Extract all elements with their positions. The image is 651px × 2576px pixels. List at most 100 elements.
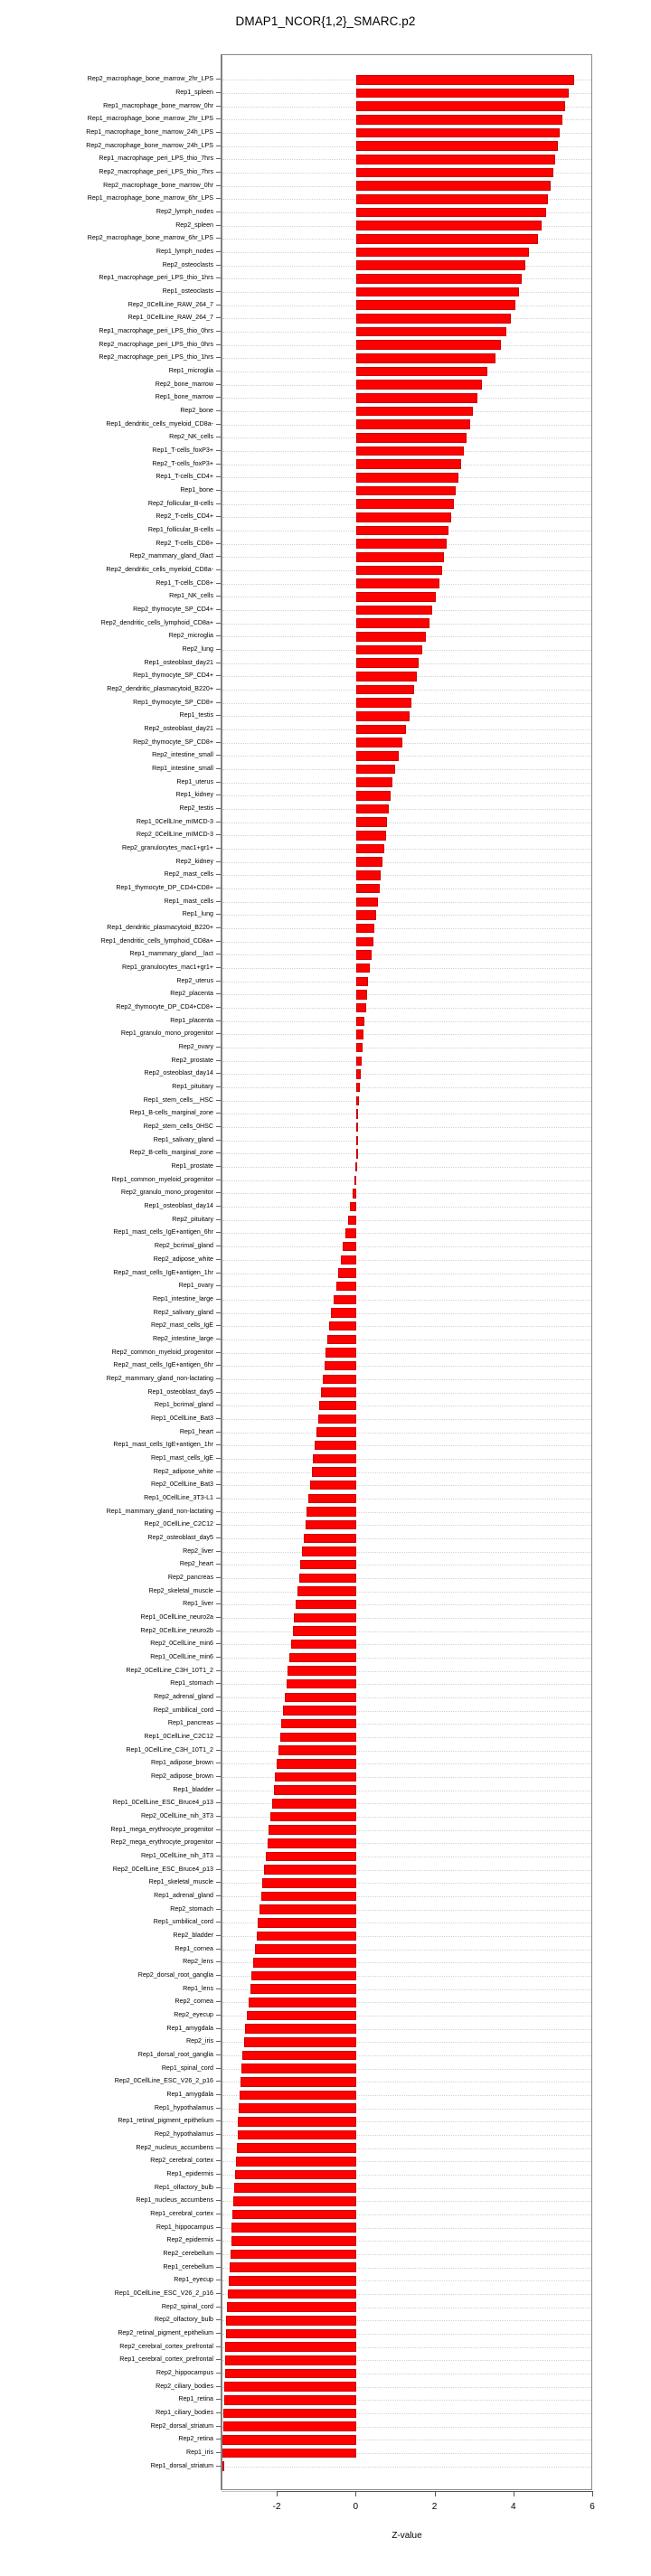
gridline xyxy=(222,1909,591,1911)
y-axis-label: Rep1_cerebral_cortex_prefrontal xyxy=(119,2355,213,2364)
bar xyxy=(247,2010,357,2021)
bar xyxy=(356,1109,359,1119)
y-axis-label: Rep1_adrenal_gland xyxy=(154,1891,213,1899)
y-axis-tick xyxy=(216,1789,221,1791)
bar xyxy=(356,499,454,509)
bar xyxy=(327,1334,357,1345)
bar xyxy=(302,1547,357,1556)
bar xyxy=(356,711,410,721)
y-axis-label: Rep2_osteoblast_day14 xyxy=(144,1069,213,1077)
y-axis-label: Rep2_0CellLine_min6 xyxy=(150,1640,213,1648)
y-axis-label: Rep1_thymocyte_SP_CD8+ xyxy=(133,698,213,706)
bar xyxy=(308,1493,357,1504)
y-axis-tick xyxy=(216,2240,221,2242)
y-axis-tick xyxy=(216,1099,221,1101)
y-axis-label: Rep1_macrophage_peri_LPS_thio_7hrs xyxy=(99,155,213,163)
y-axis-label: Rep1_kidney xyxy=(175,791,213,799)
bar xyxy=(241,2076,357,2087)
bar xyxy=(321,1387,357,1397)
bar xyxy=(356,406,474,417)
y-axis-label: Rep2_eyecup xyxy=(174,2010,213,2018)
bar xyxy=(245,2024,357,2034)
bar xyxy=(267,1838,357,1848)
y-axis-tick xyxy=(216,1815,221,1817)
y-axis-tick xyxy=(216,1735,221,1737)
y-axis-label: Rep2_epidermis xyxy=(166,2236,213,2244)
y-axis-tick xyxy=(216,2200,221,2202)
y-axis-label: Rep2_pituitary xyxy=(172,1215,213,1223)
y-axis-tick xyxy=(216,450,221,452)
y-axis-label: Rep1_NK_cells xyxy=(169,592,213,600)
y-axis-label: Rep2_cerebral_cortex_prefrontal xyxy=(119,2342,213,2350)
bar xyxy=(356,990,368,1000)
y-axis-label: Rep1_osteoblast_day5 xyxy=(147,1387,213,1396)
bar xyxy=(235,2157,357,2167)
y-axis-label: Rep2_ovary xyxy=(178,1043,213,1051)
x-axis-tick-label: 6 xyxy=(590,2502,595,2512)
y-axis-tick xyxy=(216,1126,221,1128)
y-axis-tick xyxy=(216,2425,221,2427)
y-axis-tick xyxy=(216,304,221,306)
y-axis-label: Rep1_ovary xyxy=(178,1282,213,1290)
y-axis-label: Rep2_nucleus_accumbens xyxy=(136,2143,213,2151)
gridline xyxy=(222,1153,591,1155)
y-axis-label: Rep2_heart xyxy=(179,1560,213,1568)
bar xyxy=(232,2209,357,2220)
gridline xyxy=(222,2346,591,2348)
gridline xyxy=(222,2002,591,2004)
y-axis-tick xyxy=(216,1484,221,1486)
y-axis-tick xyxy=(216,675,221,677)
bar xyxy=(356,274,523,284)
y-axis-label: Rep1_microglia xyxy=(168,367,213,375)
y-axis-label: Rep2_mega_erythrocyte_progenitor xyxy=(110,1838,213,1847)
bar xyxy=(264,1865,357,1875)
y-axis-tick xyxy=(216,1961,221,1963)
y-axis-tick xyxy=(216,331,221,333)
gridline xyxy=(222,2426,591,2428)
y-axis-tick xyxy=(216,1113,221,1114)
bar xyxy=(331,1308,357,1318)
bar xyxy=(356,141,558,151)
gridline xyxy=(222,1060,591,1062)
y-axis-label: Rep1_common_myeloid_progenitor xyxy=(111,1175,213,1183)
y-axis-label: Rep1_intestine_small xyxy=(152,765,213,773)
bar xyxy=(240,2090,357,2101)
bar xyxy=(273,1785,357,1795)
y-axis-label: Rep2_mammary_gland_0lact xyxy=(129,552,213,560)
gridline xyxy=(222,1843,591,1845)
y-axis-tick xyxy=(216,1842,221,1844)
gridline xyxy=(222,915,591,917)
y-axis-label: Rep1_bone_marrow xyxy=(155,393,213,401)
bar xyxy=(356,512,451,522)
bar xyxy=(356,684,414,695)
bar xyxy=(239,2103,357,2113)
y-axis-label: Rep2_mast_cells_IgE xyxy=(150,1321,213,1330)
y-axis-tick xyxy=(216,1550,221,1552)
y-axis-label: Rep1_pancreas xyxy=(167,1719,213,1727)
y-axis-tick xyxy=(216,1152,221,1154)
y-axis-tick xyxy=(216,900,221,902)
bar xyxy=(250,1984,357,1994)
y-axis-label: Rep2_macrophage_peri_LPS_thio_1hrs xyxy=(99,353,213,362)
y-axis-label: Rep2_adrenal_gland xyxy=(154,1692,213,1700)
y-axis-label: Rep2_bone_marrow xyxy=(155,380,213,388)
y-axis-tick xyxy=(216,715,221,717)
gridline xyxy=(222,2400,591,2402)
y-axis-label: Rep2_cornea xyxy=(175,1998,213,2006)
y-axis-label: Rep2_intestine_small xyxy=(152,751,213,759)
bar xyxy=(356,1149,359,1159)
y-axis-label: Rep2_0CellLine_ESC_V26_2_p16 xyxy=(114,2077,213,2085)
gridline xyxy=(222,1644,591,1646)
y-axis-tick xyxy=(216,1325,221,1327)
bar xyxy=(251,1970,357,1981)
gridline xyxy=(222,1591,591,1593)
gridline xyxy=(222,1259,591,1261)
bar xyxy=(356,101,566,111)
y-axis-label: Rep2_macrophage_peri_LPS_thio_7hrs xyxy=(99,168,213,175)
gridline xyxy=(222,756,591,757)
y-axis-tick xyxy=(216,2319,221,2321)
bar xyxy=(305,1519,357,1530)
gridline xyxy=(222,782,591,784)
bar xyxy=(322,1374,357,1385)
gridline xyxy=(222,1458,591,1460)
